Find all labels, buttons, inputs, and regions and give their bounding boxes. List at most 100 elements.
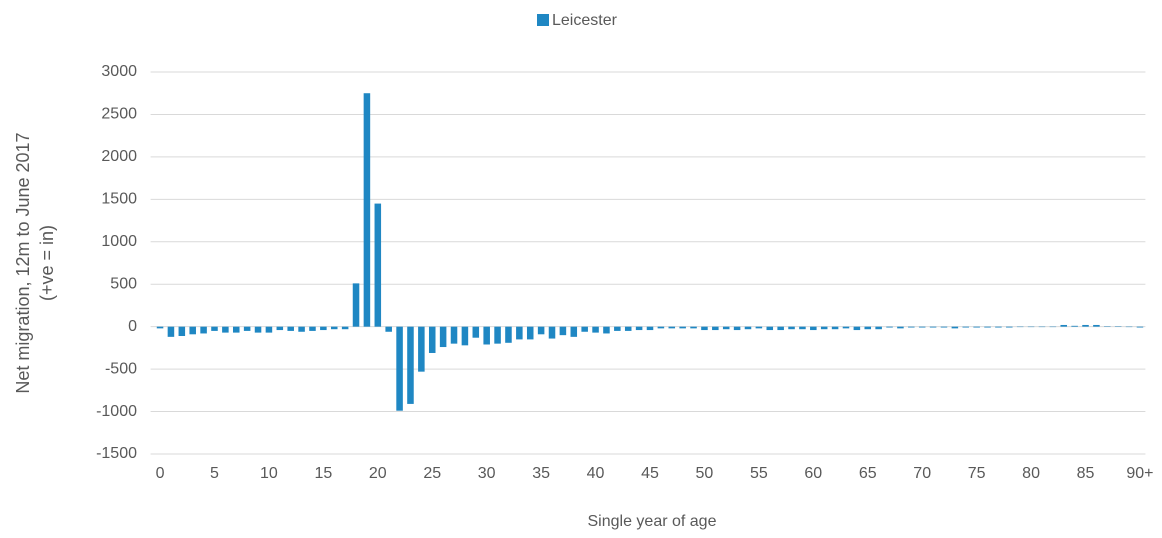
bar: [984, 326, 991, 328]
bar: [548, 326, 556, 339]
bar: [265, 326, 273, 333]
legend-label: Leicester: [552, 12, 618, 29]
bar: [712, 326, 719, 331]
bar: [701, 326, 708, 331]
bar: [886, 326, 893, 328]
bar: [254, 326, 262, 333]
y-tick-label: 0: [128, 318, 137, 335]
bar: [668, 326, 676, 329]
bar: [962, 326, 970, 328]
y-tick-label: 1500: [101, 191, 137, 208]
x-tick-label: 25: [423, 465, 441, 482]
y-axis-title: (+ve = in): [37, 225, 57, 301]
bar: [635, 326, 643, 331]
bar: [842, 326, 850, 329]
y-tick-label: 2500: [101, 106, 137, 123]
y-tick-label: 3000: [101, 63, 137, 80]
bar: [320, 326, 327, 331]
bar: [494, 326, 501, 344]
x-tick-label: 45: [641, 465, 659, 482]
bar: [581, 326, 588, 332]
bar: [1071, 325, 1078, 327]
bar: [940, 326, 948, 328]
bar: [864, 326, 872, 330]
y-tick-label: -500: [105, 360, 137, 377]
bar: [461, 326, 469, 346]
y-tick-label: -1000: [96, 403, 137, 420]
bar: [908, 326, 915, 328]
bar: [418, 326, 425, 372]
bar: [918, 326, 926, 328]
bar: [156, 326, 164, 329]
x-tick-label: 30: [478, 465, 496, 482]
y-tick-label: -1500: [96, 445, 137, 462]
bar: [929, 326, 937, 328]
bar: [690, 326, 697, 329]
bar: [309, 326, 316, 331]
bar: [755, 326, 763, 329]
bar: [472, 326, 480, 338]
bar: [407, 326, 414, 404]
bar: [352, 283, 360, 327]
bar: [614, 326, 621, 331]
legend: Leicester: [537, 12, 618, 29]
bar: [624, 326, 632, 331]
bar: [287, 326, 294, 331]
bar: [167, 326, 175, 337]
bar: [222, 326, 229, 333]
x-axis-title: Single year of age: [588, 513, 717, 530]
bar: [232, 326, 240, 333]
bar: [450, 326, 458, 344]
x-tick-label: 5: [210, 465, 219, 482]
bar: [396, 326, 403, 411]
x-tick-label: 50: [696, 465, 714, 482]
bar: [951, 326, 959, 329]
bar: [516, 326, 523, 340]
bar: [1060, 324, 1068, 327]
bar: [483, 326, 490, 345]
bar: [853, 326, 861, 331]
bar: [733, 326, 741, 331]
bar: [777, 326, 784, 331]
x-tick-label: 40: [587, 465, 605, 482]
x-tick-label: 75: [968, 465, 986, 482]
bar: [428, 326, 436, 353]
x-tick-label: 60: [804, 465, 822, 482]
bar: [1093, 324, 1100, 327]
bar: [679, 326, 686, 329]
x-tick-label: 80: [1022, 465, 1040, 482]
bar: [374, 203, 382, 327]
bar: [820, 326, 828, 330]
bar: [505, 326, 512, 343]
bar: [243, 326, 251, 331]
bar: [995, 326, 1002, 328]
x-tick-label: 35: [532, 465, 550, 482]
x-tick-label: 90+: [1126, 465, 1153, 482]
bar: [200, 326, 207, 334]
y-tick-label: 1000: [101, 233, 137, 250]
y-tick-label: 2000: [101, 148, 137, 165]
bar: [897, 326, 904, 329]
x-tick-label: 20: [369, 465, 387, 482]
bar: [559, 326, 567, 336]
x-tick-label: 65: [859, 465, 877, 482]
bar: [657, 326, 665, 329]
bar: [363, 93, 371, 327]
x-tick-label: 70: [913, 465, 931, 482]
bar: [211, 326, 218, 331]
bar: [766, 326, 774, 331]
bar: [537, 326, 545, 335]
bar: [1136, 326, 1144, 328]
y-axis-title: Net migration, 12m to June 2017: [13, 132, 33, 393]
legend-swatch: [537, 14, 549, 26]
bar: [189, 326, 196, 335]
bar: [722, 326, 730, 330]
bar: [298, 326, 305, 332]
x-tick-label: 55: [750, 465, 768, 482]
bar: [799, 326, 806, 330]
bar: [831, 326, 839, 330]
y-tick-label: 500: [110, 275, 137, 292]
bar: [385, 326, 392, 332]
bar: [744, 326, 752, 330]
